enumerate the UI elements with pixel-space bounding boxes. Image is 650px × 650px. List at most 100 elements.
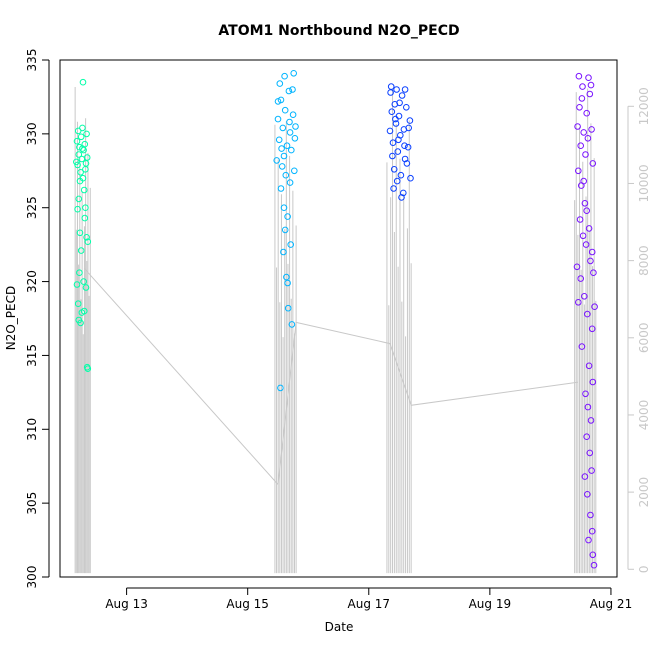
- data-point: [589, 160, 597, 167]
- secondary-series-layer: [74, 87, 597, 574]
- data-point: [401, 86, 409, 93]
- data-point: [289, 111, 297, 118]
- data-point: [580, 177, 588, 185]
- y2-tick-label: 12000: [637, 87, 650, 125]
- data-point: [575, 72, 583, 80]
- data-point: [75, 151, 83, 158]
- data-point: [279, 124, 287, 132]
- data-point: [73, 137, 81, 145]
- data-point: [82, 160, 90, 167]
- data-point: [390, 166, 398, 173]
- data-point: [584, 135, 592, 142]
- data-point: [288, 321, 296, 328]
- data-point: [275, 136, 283, 144]
- data-point: [289, 86, 296, 93]
- data-point: [582, 390, 589, 398]
- data-point: [586, 449, 594, 457]
- data-point: [573, 263, 581, 271]
- data-point: [281, 226, 289, 234]
- y-tick-label: 335: [25, 49, 39, 72]
- data-point: [588, 325, 596, 333]
- data-point: [590, 561, 598, 569]
- data-point: [77, 133, 85, 141]
- data-point: [285, 87, 293, 95]
- data-point: [395, 112, 403, 120]
- data-point: [588, 527, 596, 535]
- data-point: [582, 151, 589, 158]
- data-point: [73, 158, 80, 166]
- data-point: [286, 118, 293, 126]
- data-point: [581, 473, 589, 480]
- chart-title: ATOM1 Northbound N2O_PECD: [218, 23, 459, 39]
- data-point: [274, 98, 282, 105]
- data-point: [579, 232, 587, 240]
- data-point: [84, 238, 92, 245]
- data-point: [395, 136, 402, 144]
- secondary-line: [83, 267, 578, 486]
- points-layer: [73, 70, 598, 569]
- data-point: [280, 204, 288, 211]
- data-point: [83, 363, 91, 371]
- data-point: [284, 304, 292, 312]
- y-tick-label: 325: [25, 196, 39, 219]
- data-point: [587, 257, 594, 265]
- data-point: [80, 278, 87, 285]
- data-point: [591, 303, 598, 311]
- data-point: [401, 142, 408, 149]
- data-point: [290, 70, 298, 77]
- y2-tick-label: 8000: [637, 245, 650, 276]
- data-point: [401, 155, 409, 163]
- data-point: [76, 229, 84, 237]
- data-point: [387, 89, 394, 96]
- data-point: [283, 273, 290, 281]
- data-point: [583, 433, 591, 441]
- data-point: [585, 225, 593, 232]
- data-point: [80, 186, 88, 194]
- data-point: [286, 129, 294, 136]
- data-point: [288, 146, 295, 154]
- data-point: [82, 284, 90, 291]
- data-point: [79, 78, 87, 86]
- data-point: [277, 384, 284, 392]
- data-point: [587, 511, 594, 519]
- data-point: [578, 95, 586, 102]
- y-tick-label: 315: [25, 344, 39, 367]
- y-tick-label: 300: [25, 566, 39, 589]
- data-point: [276, 80, 284, 87]
- y-tick-label: 320: [25, 270, 39, 293]
- data-point: [77, 169, 84, 176]
- data-point: [278, 145, 285, 152]
- data-point: [83, 130, 90, 138]
- data-point: [407, 174, 414, 182]
- data-point: [575, 167, 582, 175]
- x-tick-label: Aug 15: [226, 597, 269, 611]
- y-tick-label: 305: [25, 492, 39, 515]
- data-point: [392, 115, 399, 123]
- data-point: [79, 124, 86, 132]
- data-point: [387, 83, 395, 90]
- data-point: [282, 171, 290, 179]
- axes-layer: 300 305 310 315 320 325 330 335 Aug 13 Aug 15 Aug …: [25, 49, 650, 611]
- data-point: [403, 104, 410, 111]
- data-point: [75, 195, 83, 203]
- data-point: [394, 148, 402, 155]
- x-axis-label: Date: [325, 620, 354, 634]
- data-point: [392, 120, 400, 127]
- data-point: [576, 216, 584, 223]
- data-point: [396, 99, 403, 107]
- data-point: [274, 115, 282, 123]
- data-point: [280, 248, 287, 256]
- data-point: [79, 174, 87, 182]
- data-point: [277, 185, 285, 192]
- data-point: [74, 127, 82, 135]
- data-point: [580, 129, 588, 136]
- data-point: [389, 152, 396, 160]
- data-point: [581, 293, 588, 300]
- data-point: [577, 142, 585, 149]
- data-point: [76, 269, 83, 277]
- data-point: [576, 104, 583, 111]
- data-point: [280, 152, 288, 160]
- data-point: [590, 269, 597, 277]
- data-point: [75, 316, 83, 324]
- data-point: [574, 123, 581, 130]
